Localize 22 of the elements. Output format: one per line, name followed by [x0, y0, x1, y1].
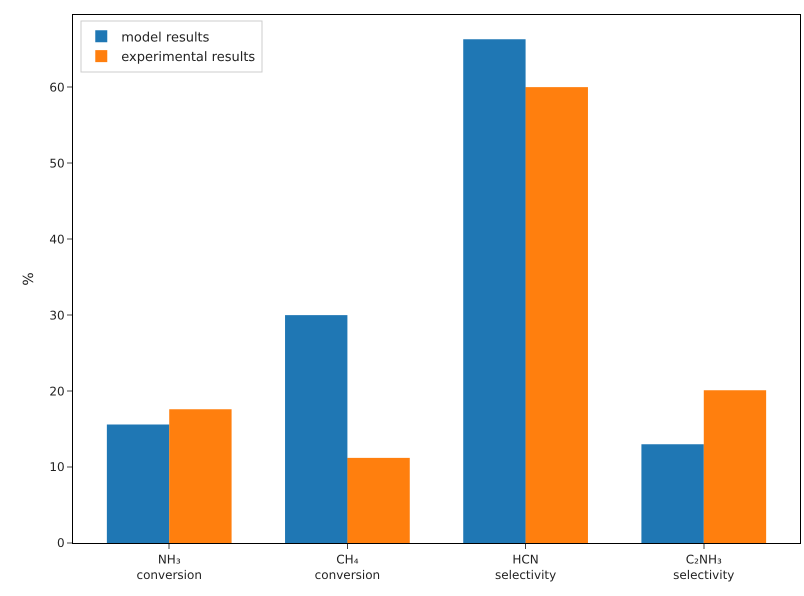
x-tick-label: NH₃ conversion	[136, 552, 202, 582]
y-axis-title: %	[20, 272, 37, 286]
y-tick-label: 30	[49, 308, 65, 322]
y-tick-label: 50	[49, 156, 65, 170]
bar	[641, 444, 704, 543]
y-tick-label: 60	[49, 80, 65, 94]
bar	[704, 390, 766, 543]
legend-label: model results	[121, 30, 210, 46]
x-tick-label: C₂NH₃ selectivity	[673, 552, 734, 582]
x-tick-label: HCN selectivity	[494, 552, 556, 582]
legend-label: experimental results	[121, 50, 256, 66]
x-tick-label: CH₄ conversion	[314, 552, 380, 582]
y-tick-label: 10	[49, 460, 65, 474]
bar	[463, 39, 526, 543]
bar	[285, 315, 348, 543]
bar	[169, 409, 232, 543]
y-tick-label: 0	[56, 536, 65, 550]
bar	[106, 424, 170, 543]
y-tick-label: 40	[49, 232, 65, 246]
bar	[347, 458, 410, 543]
y-tick-label: 20	[49, 384, 65, 398]
bar	[526, 87, 588, 543]
